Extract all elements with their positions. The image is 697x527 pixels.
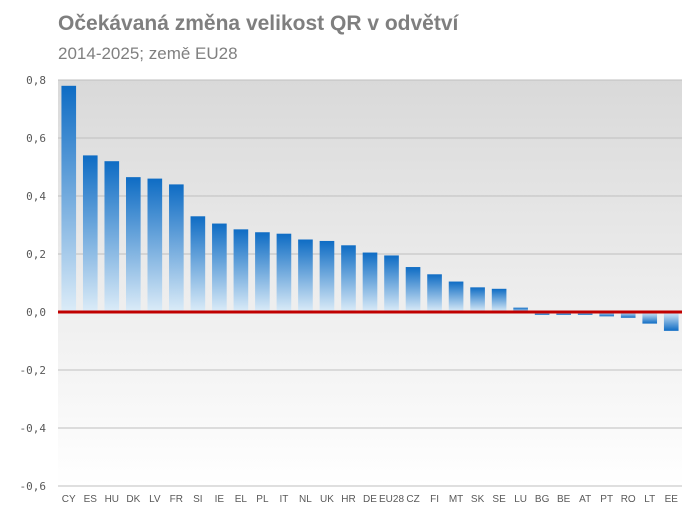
bar-uk [319,240,335,312]
bar-ee [663,312,679,331]
x-tick-label: EL [235,494,248,505]
bar-es [82,155,98,312]
x-tick-label: EU28 [379,494,404,505]
x-axis: CY ES HU DK LV FR SI IE EL PL IT NL UK HR DE EU28 CZ FI MT… [62,494,678,505]
x-tick-label: DE [363,494,377,505]
bar-mt [448,281,464,312]
x-tick-label: LU [514,494,527,505]
chart-subtitle: 2014-2025; země EU28 [58,44,238,63]
bar-de [362,252,378,312]
x-tick-label: SE [492,494,506,505]
x-tick-label: AT [579,494,591,505]
y-tick-label: 0,4 [26,190,46,203]
x-tick-label: NL [299,494,312,505]
bar-series [61,85,679,331]
x-tick-label: CZ [406,494,419,505]
bar-el [233,229,249,312]
x-tick-label: SI [193,494,202,505]
bar-fi [427,274,442,312]
x-tick-label: FI [430,494,439,505]
y-tick-label: -0,6 [20,480,47,493]
y-tick-label: 0,6 [26,132,46,145]
bar-ro [620,312,636,318]
x-tick-label: BE [557,494,571,505]
bar-nl [298,239,313,312]
x-tick-label: DK [126,494,140,505]
x-tick-label: LT [644,494,655,505]
y-tick-label: 0,8 [26,74,46,87]
chart-title: Očekávaná změna velikost QR v odvětví [58,12,459,35]
x-tick-label: ES [84,494,98,505]
bar-lt [642,312,658,324]
bar-si [190,216,206,312]
x-tick-label: EE [665,494,679,505]
bar-lu [513,307,528,312]
bar-ie [212,223,227,312]
bar-hu [104,161,120,312]
bar-pl [255,232,270,312]
x-tick-label: IT [279,494,288,505]
x-tick-label: MT [449,494,463,505]
x-tick-label: RO [621,494,636,505]
x-tick-label: UK [320,494,334,505]
x-tick-label: CY [62,494,76,505]
y-tick-label: -0,2 [20,364,47,377]
bar-fr [169,184,184,312]
bar-cy [61,85,77,312]
x-tick-label: HU [105,494,119,505]
x-tick-label: BG [535,494,550,505]
y-axis: -0,6 -0,4 -0,2 0,0 0,2 0,4 0,6 0,8 [20,74,47,493]
bar-it [276,233,292,312]
bar-se [491,288,507,312]
bar-eu28 [384,255,399,312]
bar-cz [405,267,421,312]
bar-dk [125,177,141,312]
bar-lv [147,178,163,312]
x-tick-label: LV [149,494,161,505]
x-tick-label: PL [256,494,269,505]
bar-hr [341,245,356,312]
bar-pt [599,312,615,317]
x-tick-label: IE [215,494,225,505]
x-tick-label: FR [170,494,183,505]
y-tick-label: -0,4 [20,422,47,435]
bar-sk [470,287,485,312]
x-tick-label: SK [471,494,485,505]
x-tick-label: PT [600,494,613,505]
x-tick-label: HR [341,494,355,505]
y-tick-label: 0,2 [26,248,46,261]
y-tick-label: 0,0 [26,306,46,319]
